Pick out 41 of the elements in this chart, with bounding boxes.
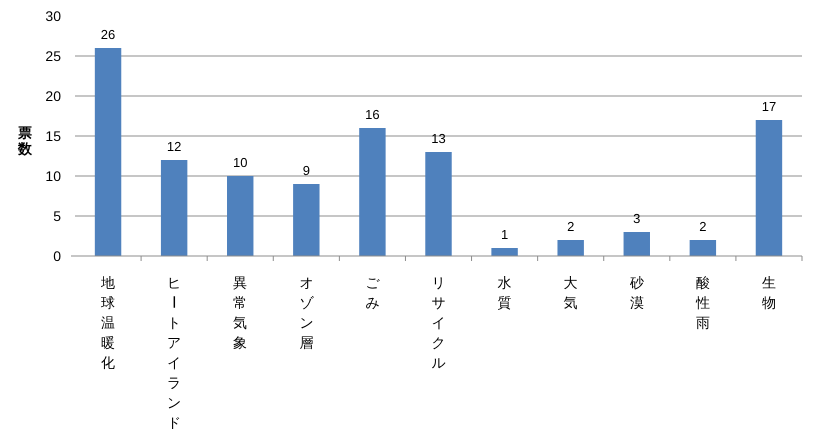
x-tick-label: ヒートアイランド bbox=[166, 274, 182, 429]
bar bbox=[160, 160, 188, 256]
bar bbox=[293, 184, 320, 256]
x-tick-label: 水質 bbox=[498, 274, 512, 310]
y-tick-label: 20 bbox=[45, 88, 62, 104]
bar bbox=[359, 128, 386, 256]
x-tick-label: ごみ bbox=[365, 274, 380, 310]
bar bbox=[94, 48, 122, 256]
bar bbox=[756, 120, 782, 256]
y-tick-label: 5 bbox=[53, 208, 62, 224]
bar bbox=[425, 152, 452, 256]
x-tick-label: 生物 bbox=[762, 274, 776, 310]
bar bbox=[624, 232, 650, 256]
x-tick-label: リサイクル bbox=[432, 274, 446, 370]
data-label: 1 bbox=[500, 227, 508, 242]
y-tick-label: 10 bbox=[45, 168, 62, 184]
y-axis-title: 票数 bbox=[17, 124, 33, 156]
bar bbox=[227, 176, 254, 256]
data-label: 9 bbox=[302, 163, 310, 178]
data-label: 10 bbox=[232, 155, 248, 170]
x-tick-label: 酸性雨 bbox=[694, 274, 710, 330]
bar bbox=[690, 240, 716, 256]
bar bbox=[557, 240, 584, 256]
data-label: 12 bbox=[166, 139, 182, 154]
y-tick-label: 25 bbox=[45, 48, 62, 64]
y-tick-label: 0 bbox=[53, 248, 62, 264]
data-label: 2 bbox=[567, 219, 574, 234]
bar bbox=[491, 248, 518, 256]
data-label: 2 bbox=[699, 219, 706, 234]
data-label: 3 bbox=[633, 211, 640, 226]
data-label: 13 bbox=[431, 131, 446, 146]
x-tick-label: 大気 bbox=[564, 274, 578, 310]
x-tick-label: 砂漠 bbox=[628, 274, 644, 310]
y-tick-label: 30 bbox=[45, 8, 62, 24]
data-label: 17 bbox=[762, 99, 776, 114]
y-tick-label: 15 bbox=[45, 128, 62, 144]
data-label: 16 bbox=[365, 107, 380, 122]
x-tick-label: オゾン層 bbox=[299, 274, 314, 350]
x-tick-label: 地球温暖化 bbox=[100, 274, 116, 370]
data-label: 26 bbox=[100, 27, 116, 42]
x-tick-label: 異常気象 bbox=[233, 274, 248, 350]
